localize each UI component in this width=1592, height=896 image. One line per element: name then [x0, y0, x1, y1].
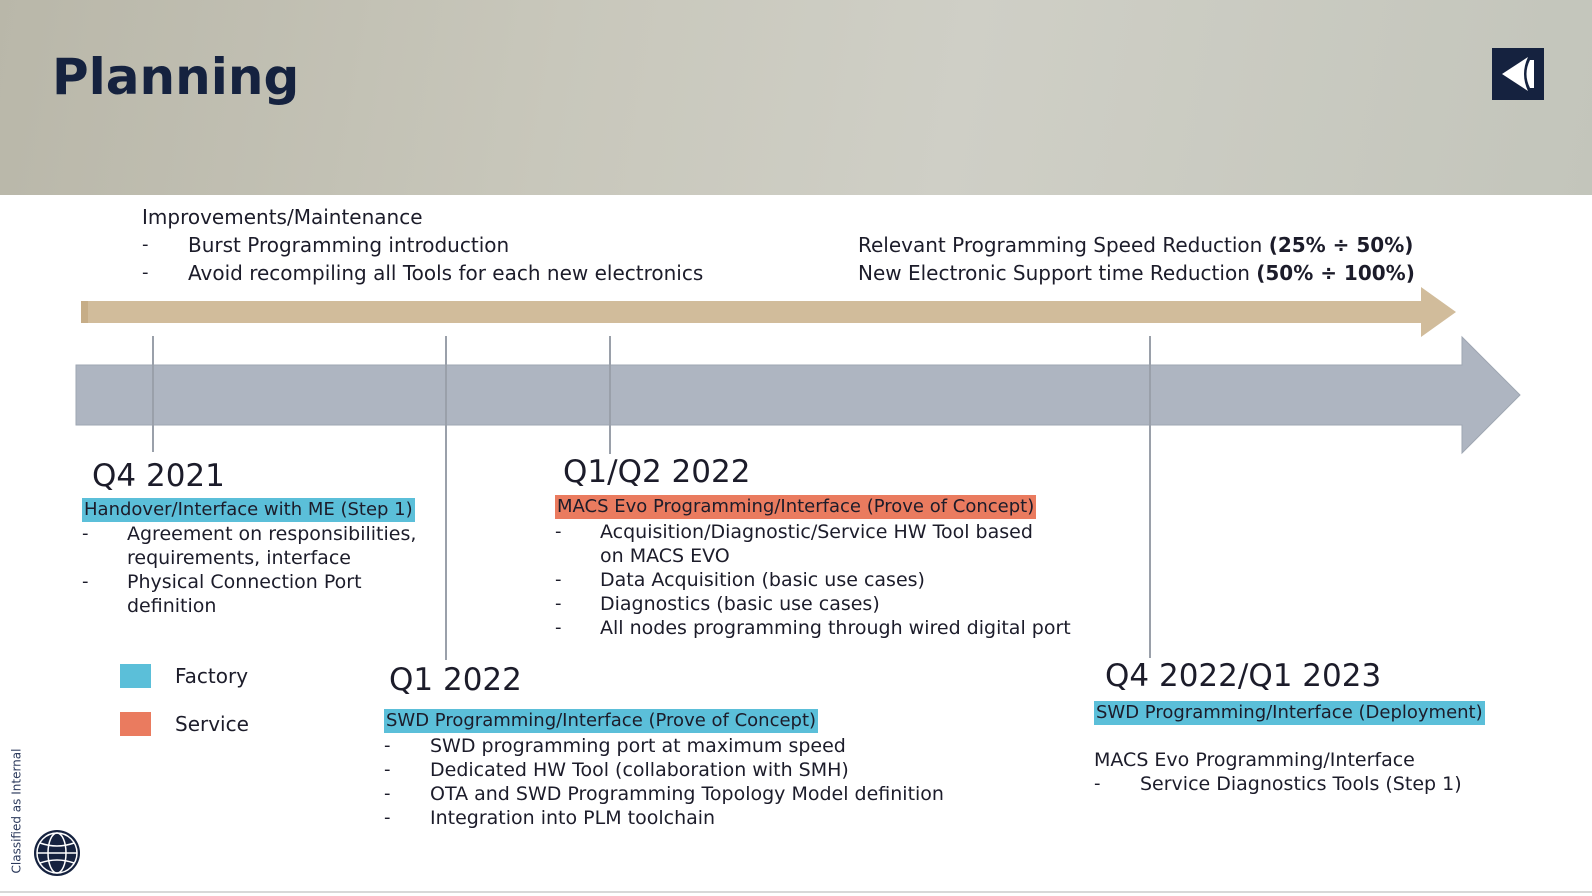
milestone-item: SWD programming port at maximum speed — [430, 735, 846, 757]
milestone-label-service: MACS Evo Programming/Interface (Prove of… — [555, 495, 1037, 519]
slide-header — [0, 0, 1592, 195]
tan-improvement-arrow — [81, 287, 1456, 337]
dash: - — [142, 262, 149, 283]
support-time-text: New Electronic Support time Reduction — [858, 261, 1257, 285]
support-time-reduction-line: New Electronic Support time Reduction (5… — [858, 261, 1415, 285]
support-time-value: (50% ÷ 100%) — [1256, 261, 1415, 285]
grey-timeline-arrow — [75, 335, 1521, 455]
milestone-item: Acquisition/Diagnostic/Service HW Tool b… — [600, 521, 1033, 567]
classification-label: Classified as Internal — [9, 748, 24, 874]
milestone-item: Dedicated HW Tool (collaboration with SM… — [430, 759, 849, 781]
legend-label-factory: Factory — [175, 664, 249, 688]
dash: - — [555, 521, 562, 542]
milestone-item: Service Diagnostics Tools (Step 1) — [1140, 773, 1462, 795]
quarter-q4-2022-q1-2023: Q4 2022/Q1 2023 — [1105, 658, 1382, 694]
marker-line-q4-2021 — [152, 336, 154, 452]
milestone-item: Physical Connection Port definition — [127, 571, 362, 617]
quarter-q1-2022: Q1 2022 — [389, 662, 522, 698]
dash: - — [384, 807, 391, 828]
dash: - — [82, 523, 89, 544]
dash: - — [555, 617, 562, 638]
speed-reduction-value: (25% ÷ 50%) — [1268, 233, 1414, 257]
dash: - — [82, 571, 89, 592]
milestone-label-factory: SWD Programming/Interface (Prove of Conc… — [384, 709, 819, 733]
milestone-label-factory: SWD Programming/Interface (Deployment) — [1094, 701, 1485, 725]
dash: - — [142, 234, 149, 255]
speed-reduction-text: Relevant Programming Speed Reduction — [858, 233, 1269, 257]
milestone-item: Data Acquisition (basic use cases) — [600, 569, 925, 591]
marker-line-q1q2-2022 — [609, 336, 611, 454]
quarter-q4-2021: Q4 2021 — [92, 458, 225, 494]
milestone-item: Diagnostics (basic use cases) — [600, 593, 880, 615]
legend-swatch-service — [120, 712, 151, 736]
globe-icon — [34, 830, 80, 876]
milestone-label-factory: Handover/Interface with ME (Step 1) — [82, 498, 415, 522]
dash: - — [384, 783, 391, 804]
slide-title: Planning — [52, 48, 300, 106]
dash: - — [1094, 773, 1101, 794]
improvement-item: Avoid recompiling all Tools for each new… — [188, 261, 704, 285]
dash: - — [555, 569, 562, 590]
bottom-divider — [0, 891, 1592, 893]
milestone-item: Agreement on responsibilities, requireme… — [127, 523, 417, 569]
milestone-item: Integration into PLM toolchain — [430, 807, 716, 829]
dash: - — [555, 593, 562, 614]
marker-line-q1-2022 — [445, 336, 447, 660]
improvements-heading: Improvements/Maintenance — [142, 205, 423, 229]
legend-swatch-factory — [120, 664, 151, 688]
tan-arrow-tail — [81, 301, 88, 323]
milestone-item: OTA and SWD Programming Topology Model d… — [430, 783, 944, 805]
quarter-q1q2-2022: Q1/Q2 2022 — [563, 454, 751, 490]
milestone-item: All nodes programming through wired digi… — [600, 617, 1071, 639]
speed-reduction-line: Relevant Programming Speed Reduction (25… — [858, 233, 1413, 257]
dash: - — [384, 759, 391, 780]
legend-label-service: Service — [175, 712, 249, 736]
milestone-subheading: MACS Evo Programming/Interface — [1094, 749, 1415, 771]
electrolux-logo-icon — [1492, 48, 1544, 100]
dash: - — [384, 735, 391, 756]
improvement-item: Burst Programming introduction — [188, 233, 510, 257]
marker-line-q4-2022 — [1149, 336, 1151, 658]
